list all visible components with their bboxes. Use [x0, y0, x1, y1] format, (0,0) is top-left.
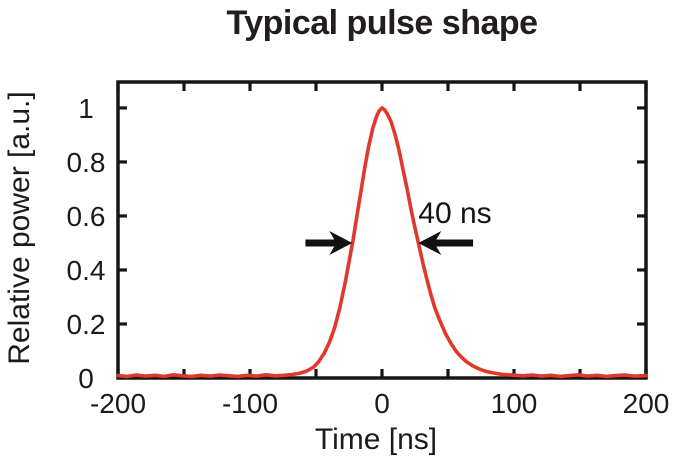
chart-title: Typical pulse shape: [226, 4, 538, 42]
y-axis-label: Relative power [a.u.]: [3, 91, 36, 365]
x-tick-label: 100: [491, 388, 538, 419]
x-tick-label: -200: [90, 388, 146, 419]
y-tick-label: 0.8: [67, 147, 106, 178]
plot-frame: [116, 80, 648, 380]
x-tick-label: 0: [374, 388, 390, 419]
pulse-curve: [116, 106, 648, 379]
x-axis-label: Time [ns]: [314, 423, 438, 456]
y-tick-label: 0.2: [67, 309, 106, 340]
fwhm-annotation: 40 ns: [418, 197, 492, 231]
y-tick-label: 0.6: [67, 201, 106, 232]
y-tick-label: 1: [78, 93, 94, 124]
fwhm-arrow-right-head: [418, 231, 442, 255]
x-tick-label: 200: [623, 388, 670, 419]
y-tick-label: 0.4: [67, 255, 106, 286]
x-tick-label: -100: [222, 388, 278, 419]
y-tick-label: 0: [78, 363, 94, 394]
fwhm-arrow-left-head: [329, 231, 353, 255]
